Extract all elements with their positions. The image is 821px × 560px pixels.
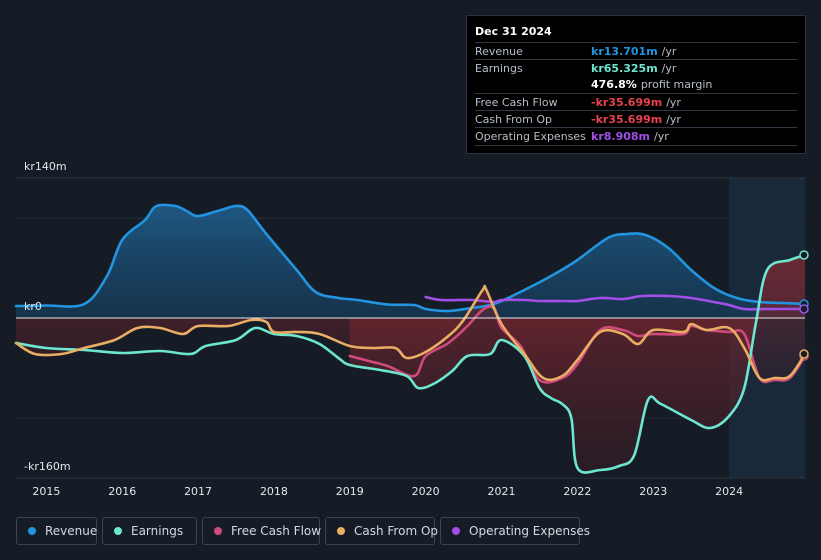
x-tick-label: 2024	[715, 485, 743, 498]
y-label-top: kr140m	[24, 160, 67, 173]
tooltip-profit-margin: 476.8% profit margin	[591, 78, 713, 91]
tooltip-row-cash-from-op: Cash From Op -kr35.699m/yr	[475, 110, 797, 128]
series-line-operating-expenses	[424, 294, 807, 311]
data-tooltip: Dec 31 2024 Revenue kr13.701m/yr Earning…	[466, 15, 806, 154]
legend-dot-icon	[214, 527, 222, 535]
legend-dot-icon	[28, 527, 36, 535]
tooltip-label: Revenue	[475, 45, 523, 58]
tooltip-value: kr13.701m/yr	[591, 45, 677, 58]
series-end-marker-operating-expenses	[799, 304, 809, 314]
legend-dot-icon	[337, 527, 345, 535]
series-line-free-cash-flow	[348, 305, 807, 384]
legend-operating-expenses[interactable]: Operating Expenses	[440, 517, 590, 545]
tooltip-value: -kr35.699m/yr	[591, 113, 681, 126]
legend-dot-icon	[114, 527, 122, 535]
legend-dot-icon	[452, 527, 460, 535]
series-line-cash-from-op	[14, 284, 807, 382]
y-label-bottom: -kr160m	[24, 460, 71, 473]
x-tick-label: 2021	[488, 485, 516, 498]
x-tick-label: 2019	[336, 485, 364, 498]
tooltip-row-free-cash-flow: Free Cash Flow -kr35.699m/yr	[475, 93, 797, 111]
legend-earnings[interactable]: Earnings	[102, 517, 197, 545]
tooltip-value: -kr35.699m/yr	[591, 96, 681, 109]
tooltip-value: kr65.325m/yr	[591, 62, 677, 75]
x-tick-label: 2023	[639, 485, 667, 498]
revenue-area	[16, 204, 805, 318]
tooltip-label: Cash From Op	[475, 113, 553, 126]
legend-revenue[interactable]: Revenue	[16, 517, 97, 545]
y-label-zero: kr0	[24, 300, 42, 313]
x-tick-label: 2017	[184, 485, 212, 498]
tooltip-label: Earnings	[475, 62, 523, 75]
tooltip-label: Operating Expenses	[475, 130, 586, 143]
tooltip-row-earnings: Earnings kr65.325m/yr	[475, 59, 797, 77]
tooltip-label: Free Cash Flow	[475, 96, 558, 109]
tooltip-row-revenue: Revenue kr13.701m/yr	[475, 42, 797, 60]
x-tick-label: 2018	[260, 485, 288, 498]
tooltip-row-operating-expenses: Operating Expenses kr8.908m/yr	[475, 127, 797, 146]
series-line-earnings	[14, 253, 807, 474]
legend-cash-from-op[interactable]: Cash From Op	[325, 517, 438, 545]
x-tick-label: 2016	[108, 485, 136, 498]
tooltip-value: kr8.908m/yr	[591, 130, 669, 143]
x-tick-label: 2015	[32, 485, 60, 498]
series-end-marker-earnings	[799, 250, 809, 260]
series-end-marker-cash-from-op	[799, 349, 809, 359]
legend-free-cash-flow[interactable]: Free Cash Flow	[202, 517, 321, 545]
x-tick-label: 2022	[563, 485, 591, 498]
x-tick-label: 2020	[412, 485, 440, 498]
tooltip-date: Dec 31 2024	[475, 25, 552, 38]
series-line-revenue	[14, 203, 807, 313]
